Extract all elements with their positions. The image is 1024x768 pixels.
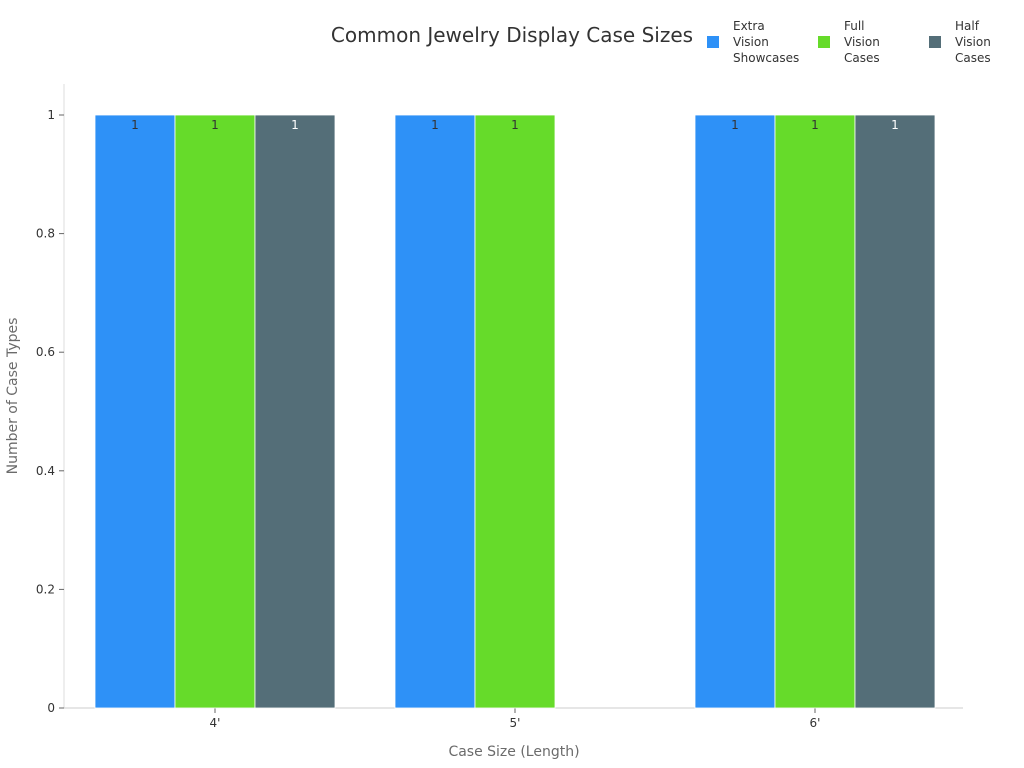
legend-label-line: Vision — [955, 35, 991, 49]
bar-data-label: 1 — [211, 118, 219, 132]
legend-label: Half Vision Cases — [955, 19, 991, 65]
legend-label: Extra Vision Showcases — [733, 19, 799, 65]
legend-label-line: Cases — [844, 51, 880, 65]
bar-data-label: 1 — [811, 118, 819, 132]
x-tick-label: 4' — [210, 716, 221, 730]
bar-data-labels: 1 1 1 1 1 1 1 1 — [131, 118, 899, 132]
y-tick-label: 0.6 — [36, 345, 55, 359]
bar-data-label: 1 — [511, 118, 519, 132]
legend-label-line: Cases — [955, 51, 991, 65]
legend-label-line: Half — [955, 19, 980, 33]
legend-label-line: Extra — [733, 19, 765, 33]
x-tick-label: 5' — [510, 716, 521, 730]
y-tick-label: 1 — [47, 108, 55, 122]
bar-data-label: 1 — [891, 118, 899, 132]
bar-data-label: 1 — [131, 118, 139, 132]
bar-data-label: 1 — [431, 118, 439, 132]
legend-label-line: Vision — [733, 35, 769, 49]
bar — [174, 114, 256, 709]
bar — [854, 114, 936, 709]
bar-data-label: 1 — [731, 118, 739, 132]
legend-label: Full Vision Cases — [844, 19, 880, 65]
bar — [394, 114, 476, 709]
bar — [94, 114, 176, 709]
x-axis-ticks: 4' 5' 6' — [210, 708, 821, 730]
chart-title: Common Jewelry Display Case Sizes — [331, 23, 693, 47]
y-tick-label: 0 — [47, 701, 55, 715]
legend-label-line: Full — [844, 19, 865, 33]
bar — [474, 114, 556, 709]
bar-data-label: 1 — [291, 118, 299, 132]
legend-swatch — [818, 36, 830, 48]
y-axis-title: Number of Case Types — [5, 318, 21, 475]
bar — [774, 114, 856, 709]
legend-swatch — [929, 36, 941, 48]
legend-label-line: Showcases — [733, 51, 799, 65]
x-tick-label: 6' — [810, 716, 821, 730]
legend-label-line: Vision — [844, 35, 880, 49]
y-tick-label: 0.4 — [36, 464, 55, 478]
y-tick-label: 0.2 — [36, 582, 55, 596]
legend: Extra Vision Showcases Full Vision Cases Half V… — [707, 19, 991, 65]
bar — [694, 114, 776, 709]
y-axis-ticks: 0 0.2 0.4 0.6 0.8 1 — [36, 108, 64, 715]
x-axis-title: Case Size (Length) — [448, 744, 579, 760]
legend-swatch — [707, 36, 719, 48]
bars — [94, 114, 936, 709]
bar — [254, 114, 336, 709]
y-tick-label: 0.8 — [36, 227, 55, 241]
